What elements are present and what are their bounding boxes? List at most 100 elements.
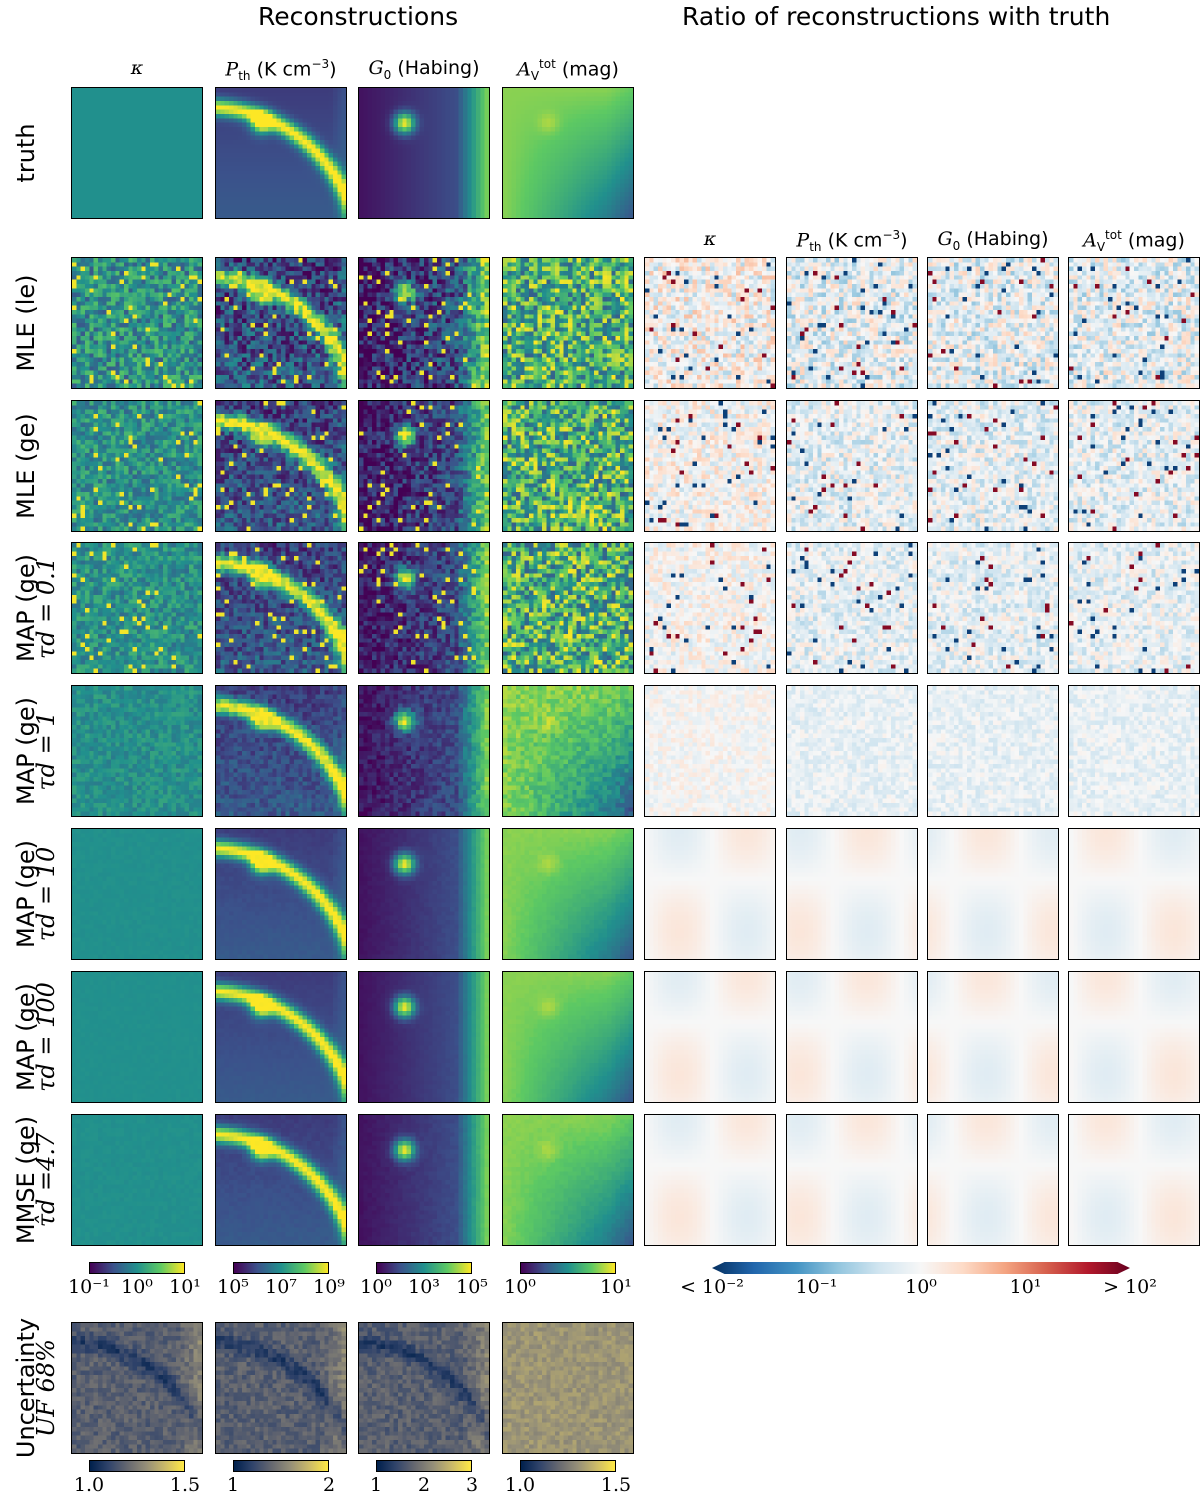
ratio-panel xyxy=(644,542,776,674)
recon-panel xyxy=(358,400,490,532)
col-header-right-2: G0 (Habing) xyxy=(907,228,1079,253)
col-header-left-3: AVtot (mag) xyxy=(482,57,654,83)
recon-panel xyxy=(71,971,203,1103)
recon-panel xyxy=(215,400,347,532)
uncertainty-panel xyxy=(215,1322,347,1454)
ratio-panel xyxy=(927,257,1059,389)
tick-label: 1.0 xyxy=(74,1474,104,1496)
ratio-panel xyxy=(786,400,918,532)
tick-label: 10³ xyxy=(408,1276,440,1298)
recon-panel xyxy=(71,1114,203,1246)
tick-label: 10⁷ xyxy=(265,1276,297,1298)
ratio-panel xyxy=(644,400,776,532)
ratio-panel xyxy=(1068,685,1200,817)
tick-label: 1.5 xyxy=(170,1474,200,1496)
tick-label: 1.5 xyxy=(601,1474,631,1496)
colorbar-recon xyxy=(520,1262,616,1274)
recon-panel xyxy=(215,828,347,960)
tick-label: 1 xyxy=(370,1474,382,1496)
title-ratio: Ratio of reconstructions with truth xyxy=(682,2,1110,31)
recon-panel xyxy=(215,1114,347,1246)
row-label: MAP (ge) τd = 10 xyxy=(12,819,60,969)
row-label: MLE (le) xyxy=(12,248,56,398)
col-header-right-1: Pth (K cm−3) xyxy=(766,228,938,254)
tick-label: 10¹ xyxy=(169,1276,201,1298)
recon-panel xyxy=(502,828,634,960)
recon-panel xyxy=(215,971,347,1103)
colorbar-uncertainty xyxy=(376,1460,472,1472)
title-reconstructions: Reconstructions xyxy=(258,2,458,31)
ratio-panel xyxy=(644,971,776,1103)
tick-label: 10⁻¹ xyxy=(68,1276,110,1298)
recon-panel xyxy=(215,257,347,389)
recon-panel xyxy=(358,828,490,960)
recon-panel xyxy=(502,971,634,1103)
recon-panel xyxy=(215,87,347,219)
ratio-panel xyxy=(927,542,1059,674)
col-header-left-2: G0 (Habing) xyxy=(338,57,510,82)
tick-label: 1.0 xyxy=(505,1474,535,1496)
ratio-panel xyxy=(1068,400,1200,532)
row-label: Uncertainty UF 68% xyxy=(12,1313,60,1463)
colorbar-recon xyxy=(376,1262,472,1274)
ratio-panel xyxy=(1068,257,1200,389)
ratio-panel xyxy=(927,971,1059,1103)
ratio-panel xyxy=(644,685,776,817)
ratio-panel xyxy=(786,1114,918,1246)
ratio-panel xyxy=(1068,971,1200,1103)
tick-label: 10⁰ xyxy=(121,1276,153,1298)
recon-panel xyxy=(502,1114,634,1246)
tick-label: 10⁻¹ xyxy=(796,1276,838,1298)
ratio-panel xyxy=(786,542,918,674)
colorbar-uncertainty xyxy=(89,1460,185,1472)
tick-label: 1 xyxy=(227,1474,239,1496)
uncertainty-panel xyxy=(502,1322,634,1454)
uncertainty-panel xyxy=(71,1322,203,1454)
recon-panel xyxy=(502,257,634,389)
recon-panel xyxy=(502,685,634,817)
tick-label: 2 xyxy=(323,1474,335,1496)
tick-label: 10⁰ xyxy=(905,1276,937,1298)
tick-label: 2 xyxy=(418,1474,430,1496)
colorbar-uncertainty xyxy=(233,1460,329,1472)
recon-panel xyxy=(358,257,490,389)
row-label: MMSE (ge) τ̂d =4.7 xyxy=(12,1105,60,1255)
ratio-panel xyxy=(927,1114,1059,1246)
ratio-panel xyxy=(786,685,918,817)
colorbar-recon xyxy=(89,1262,185,1274)
tick-label: < 10⁻² xyxy=(680,1276,744,1298)
tick-label: 10⁰ xyxy=(360,1276,392,1298)
tick-label: 10¹ xyxy=(1010,1276,1042,1298)
ratio-panel xyxy=(786,257,918,389)
ratio-panel xyxy=(644,257,776,389)
tick-label: 10⁰ xyxy=(504,1276,536,1298)
recon-panel xyxy=(502,542,634,674)
ratio-panel xyxy=(644,1114,776,1246)
uncertainty-panel xyxy=(358,1322,490,1454)
recon-panel xyxy=(71,542,203,674)
recon-panel xyxy=(71,685,203,817)
col-header-left-0: κ xyxy=(51,57,223,79)
colorbar-ratio xyxy=(712,1262,1130,1274)
row-label: MAP (ge) τd = 100 xyxy=(12,962,60,1112)
tick-label: 10⁵ xyxy=(456,1276,488,1298)
recon-panel xyxy=(71,828,203,960)
row-label: MAP (ge) τd = 1 xyxy=(12,676,60,826)
tick-label: 10⁹ xyxy=(313,1276,345,1298)
row-label: MAP (ge) τd = 0.1 xyxy=(12,533,60,683)
recon-panel xyxy=(215,685,347,817)
tick-label: 10⁵ xyxy=(217,1276,249,1298)
ratio-panel xyxy=(1068,828,1200,960)
col-header-right-3: AVtot (mag) xyxy=(1048,228,1200,254)
ratio-panel xyxy=(927,685,1059,817)
col-header-left-1: Pth (K cm−3) xyxy=(195,57,367,83)
recon-panel xyxy=(71,257,203,389)
recon-panel xyxy=(358,685,490,817)
colorbar-uncertainty xyxy=(520,1460,616,1472)
ratio-panel xyxy=(644,828,776,960)
colorbar-recon xyxy=(233,1262,329,1274)
ratio-panel xyxy=(786,828,918,960)
tick-label: 3 xyxy=(466,1474,478,1496)
ratio-panel xyxy=(786,971,918,1103)
row-label: MLE (ge) xyxy=(12,391,56,541)
